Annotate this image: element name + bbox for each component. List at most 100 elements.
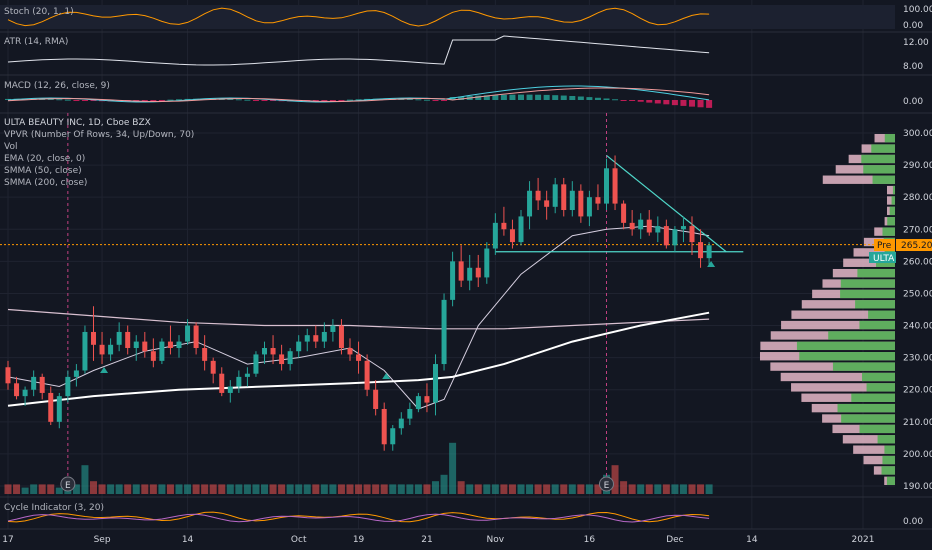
macd-hist-bar (415, 99, 422, 101)
trendline (606, 154, 727, 253)
time-axis[interactable]: 17Sep14Oct1921Nov16Dec1420211318 (2, 535, 932, 545)
macd-hist-bar (261, 100, 268, 101)
candle-body (31, 376, 37, 390)
volume-bar (312, 484, 320, 494)
macd-hist-bar (252, 100, 259, 101)
candle-body (56, 396, 62, 422)
macd-hist-bar (689, 100, 695, 107)
event-marker-label: E (604, 481, 610, 491)
macd-hist-bar (552, 95, 559, 100)
volume-bar (457, 481, 465, 494)
macd-hist-bar (227, 98, 234, 100)
candle-body (612, 168, 618, 204)
volume-bar (107, 484, 115, 494)
price-axis-tick: 230.00 (903, 354, 932, 364)
candle-body (65, 376, 71, 397)
volume-bar (209, 484, 217, 494)
volume-bar (184, 484, 192, 494)
vpvr-row-down (801, 393, 895, 402)
volume-bar (278, 484, 286, 494)
candle-body (193, 325, 199, 349)
volume-bar (149, 484, 157, 494)
candle-body (518, 216, 524, 243)
time-axis-tick: 17 (2, 535, 13, 545)
volume-bar (432, 481, 439, 494)
volume-bar (637, 484, 645, 494)
volume-bar (201, 484, 209, 494)
atr-line (7, 35, 710, 66)
price-axis-tick: 290.00 (903, 161, 932, 171)
macd-hist-bar (47, 98, 54, 100)
event-marker-circle (599, 476, 614, 492)
vpvr-row-up (841, 414, 895, 423)
price-axis-tick: 260.00 (903, 257, 932, 267)
vpvr-row-up (877, 435, 895, 444)
vpvr-row-up (872, 175, 895, 184)
volume-bar (329, 484, 337, 494)
macd-hist-bar (526, 94, 533, 100)
candle-body (381, 408, 387, 445)
volume-bar (81, 465, 89, 494)
macd-hist-bar (663, 100, 670, 105)
price-axis-tick: 240.00 (903, 322, 932, 332)
candle-body (364, 360, 370, 390)
macd-hist-bar (629, 100, 636, 101)
vpvr-row-up (832, 362, 895, 371)
macd-hist-bar (141, 100, 148, 101)
macd-hist-bar (586, 97, 593, 100)
volume-bar (303, 484, 311, 494)
macd-hist-bar (338, 100, 345, 101)
candle-body (296, 341, 302, 352)
macd-signal-line (7, 87, 710, 102)
macd-hist-bar (184, 98, 191, 100)
candle-body (236, 376, 242, 387)
cycle-line-purple (7, 513, 710, 523)
candle-body (330, 325, 336, 332)
candle-body (578, 190, 584, 217)
volume-bar (218, 484, 226, 494)
candle-body (569, 190, 575, 211)
volume-bar (98, 484, 106, 494)
macd-hist-bar (81, 100, 88, 101)
macd-hist-bar (594, 97, 601, 100)
vpvr-row-down (801, 300, 895, 309)
macd-hist-bar (56, 99, 63, 101)
candle-body (22, 389, 28, 397)
candle-body (698, 242, 704, 259)
candle-body (467, 267, 473, 281)
price-tag-value: 265.20 (901, 241, 932, 251)
candle-body (159, 341, 165, 361)
macd-hist-bar (680, 100, 687, 106)
vpvr-row-up (859, 424, 895, 434)
volume-bar (679, 484, 687, 494)
volume-bar (30, 484, 38, 494)
macd-hist-bar (150, 100, 157, 101)
macd-hist-bar (577, 96, 584, 100)
vpvr-row-down (791, 310, 895, 319)
price-axis-tick: 280.00 (903, 193, 932, 203)
price-axis[interactable]: 300.00 290.00 280.00 270.00 260.00 250.00 240.… (903, 129, 932, 492)
candle-body (441, 299, 447, 365)
volume-bar (543, 484, 551, 494)
candle-body (552, 184, 558, 207)
candle-body (287, 351, 293, 365)
vpvr-row-up (857, 268, 895, 278)
volume-bar (269, 484, 277, 494)
signal-arrow-icon (100, 367, 109, 373)
volume-bar (175, 484, 183, 494)
vpvr-row-down (863, 455, 895, 465)
volume-bar (397, 484, 405, 494)
candle-body (629, 222, 635, 230)
volume-bar (47, 484, 55, 494)
stoch-pane: Stoch (20, 1, 1) (0, 5, 895, 29)
macd-hist-bar (176, 99, 182, 101)
price-tag-box (896, 239, 932, 251)
atr-tick: 8.00 (903, 62, 923, 72)
volume-bar (560, 484, 568, 494)
macd-hist-bar (406, 98, 413, 100)
legend-vol: Vol (4, 142, 17, 152)
smma200-line (7, 311, 710, 407)
vpvr-row-up (859, 320, 895, 330)
indicator-axis: 100.00 0.00 12.00 8.00 0.00 0.00 (903, 5, 932, 527)
